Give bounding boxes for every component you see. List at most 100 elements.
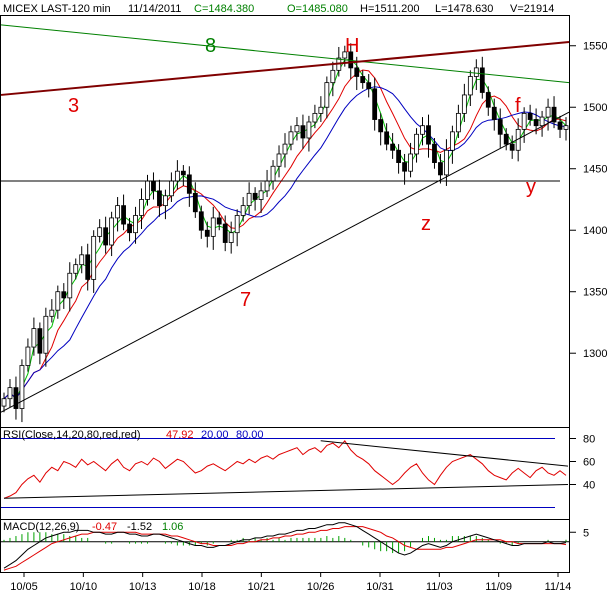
candle-body bbox=[246, 192, 252, 207]
candle-body bbox=[43, 315, 49, 354]
label-z: z bbox=[421, 213, 431, 235]
candle-body bbox=[37, 328, 43, 354]
price-tick-label: 1450 bbox=[583, 164, 607, 176]
label-h: H bbox=[345, 35, 359, 57]
macd-tick-label: 5 bbox=[583, 527, 589, 539]
candle-body bbox=[204, 229, 210, 237]
candle-body bbox=[438, 162, 443, 176]
candle-body bbox=[67, 272, 73, 299]
panel-frames bbox=[0, 15, 570, 573]
candle-body bbox=[85, 254, 91, 280]
price-tick-label: 1550 bbox=[583, 41, 607, 53]
macd-label: MACD(12,26,9) bbox=[3, 521, 79, 533]
macd-current: -0.47 bbox=[92, 521, 117, 533]
candle-body bbox=[306, 121, 312, 139]
label-f: f bbox=[515, 95, 521, 117]
candle-body bbox=[55, 291, 61, 311]
macd-panel-frame bbox=[0, 519, 570, 573]
price-tick-label: 1500 bbox=[583, 102, 607, 114]
rsi-tick-label: 40 bbox=[583, 480, 595, 492]
rsi-layer: 80 60 40 bbox=[1, 434, 595, 508]
candle-body bbox=[545, 106, 551, 118]
candle-body bbox=[551, 106, 557, 123]
label-3: 3 bbox=[68, 95, 79, 117]
candle-body bbox=[61, 291, 67, 299]
macd-signal: -1.52 bbox=[127, 521, 152, 533]
date-tick-label: 10/21 bbox=[248, 581, 276, 593]
candle-body bbox=[312, 112, 318, 123]
rsi-current: 47.92 bbox=[166, 429, 194, 441]
candle-body bbox=[509, 143, 515, 151]
rsi-panel-frame bbox=[0, 427, 570, 520]
candle-body bbox=[396, 149, 401, 163]
candle-body bbox=[186, 174, 192, 194]
header-high: H=1511.200 bbox=[360, 3, 419, 15]
candle-body bbox=[1, 398, 7, 407]
candle-body bbox=[557, 121, 563, 130]
price-axis: 1550 1500 1450 1400 1350 1300 bbox=[570, 41, 607, 360]
candle-body bbox=[174, 170, 180, 182]
candle-body bbox=[115, 205, 120, 219]
candle-body bbox=[390, 143, 396, 151]
candle-body bbox=[533, 119, 539, 127]
chart-header: MICEX LAST-120 min 11/14/2011 C=1484.380… bbox=[3, 3, 554, 15]
candle-body bbox=[258, 190, 264, 200]
header-open: O=1485.080 bbox=[287, 3, 348, 15]
date-tick-label: 11/09 bbox=[485, 581, 512, 593]
candle-body bbox=[503, 133, 509, 145]
label-8: 8 bbox=[205, 35, 216, 57]
rsi-trendline bbox=[320, 440, 569, 467]
date-tick-label: 10/26 bbox=[307, 581, 335, 593]
candle-body bbox=[354, 67, 360, 77]
candle-body bbox=[372, 88, 378, 120]
moving-average-8 bbox=[3, 58, 567, 400]
candle-body bbox=[97, 227, 103, 237]
candle-body bbox=[222, 223, 228, 243]
candle-body bbox=[467, 76, 473, 96]
date-tick-label: 10/31 bbox=[366, 581, 394, 593]
rsi-label: RSI(Close,14,20,80,red,red) bbox=[3, 429, 141, 441]
candle-body bbox=[31, 328, 37, 348]
candle-body bbox=[25, 346, 31, 366]
candle-body bbox=[163, 195, 168, 207]
header-date: 11/14/2011 bbox=[128, 3, 181, 15]
candle-body bbox=[408, 153, 413, 172]
date-tick-label: 10/13 bbox=[129, 581, 157, 593]
candle-body bbox=[7, 387, 13, 400]
label-7: 7 bbox=[240, 289, 251, 311]
candle-body bbox=[324, 82, 330, 108]
date-tick-label: 10/18 bbox=[188, 581, 216, 593]
rsi-title: RSI(Close,14,20,80,red,red) 47.92 20.00 … bbox=[3, 429, 264, 441]
header-close: C=1484.380 bbox=[194, 3, 254, 15]
candle-body bbox=[252, 192, 258, 200]
candle-body bbox=[485, 92, 491, 108]
candle-body bbox=[426, 125, 431, 145]
candle-body bbox=[109, 217, 115, 246]
candle-body bbox=[103, 227, 109, 246]
candle-body bbox=[192, 192, 198, 213]
candle-body bbox=[276, 153, 282, 167]
candle-body bbox=[127, 223, 132, 234]
candle-body bbox=[157, 190, 162, 207]
trendline-7 bbox=[0, 111, 570, 413]
candle-body bbox=[473, 67, 479, 77]
macd-layer: 5 bbox=[1, 522, 589, 571]
label-y: y bbox=[526, 176, 536, 198]
price-tick-label: 1400 bbox=[583, 225, 607, 237]
candle-body bbox=[294, 125, 300, 133]
candle-body bbox=[300, 125, 306, 139]
candle-body bbox=[240, 205, 246, 216]
macd-histogram: 1.06 bbox=[162, 521, 183, 533]
candle-body bbox=[49, 309, 55, 317]
candle-body bbox=[563, 125, 569, 130]
trendline-3 bbox=[0, 41, 570, 96]
rsi-level-high: 80.00 bbox=[236, 429, 264, 441]
candle-body bbox=[133, 215, 138, 234]
candle-body bbox=[420, 125, 425, 135]
date-tick-label: 11/14 bbox=[545, 581, 572, 593]
date-tick-label: 10/05 bbox=[10, 581, 38, 593]
candle-body bbox=[414, 133, 419, 155]
header-low: L=1478.630 bbox=[435, 3, 493, 15]
date-tick-label: 11/03 bbox=[426, 581, 453, 593]
